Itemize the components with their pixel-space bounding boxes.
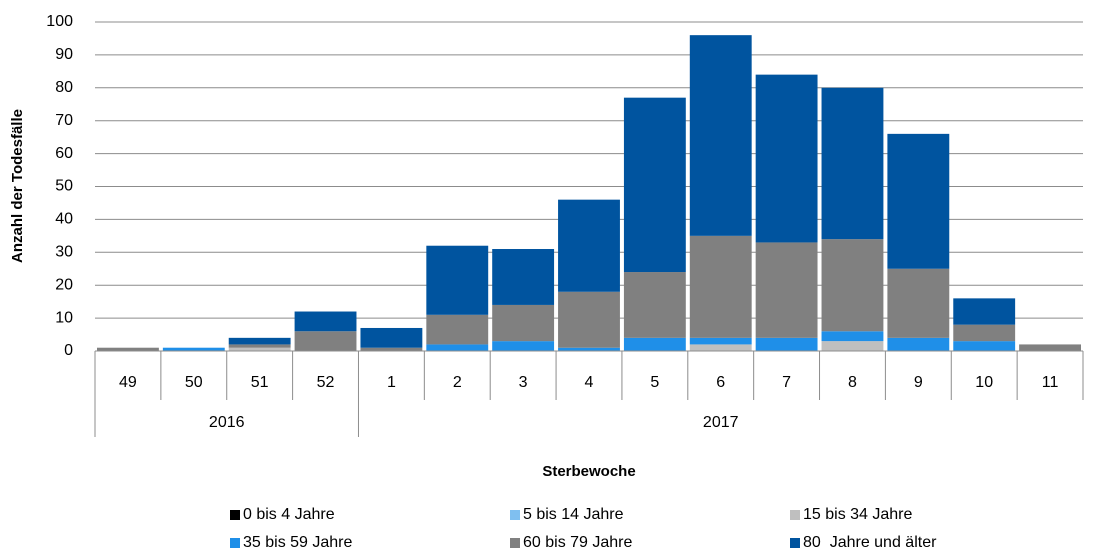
legend-label: 80 Jahre und älter [803,534,937,551]
bar-segment [558,291,620,348]
legend-swatch [790,538,800,548]
x-tick-label: 51 [251,374,269,391]
year-label: 2017 [703,414,739,431]
legend-swatch [510,538,520,548]
y-tick-label: 0 [64,342,73,359]
x-tick-label: 52 [317,374,335,391]
bar-segment [492,304,555,342]
bar-segment [821,87,884,240]
bar-segment [689,344,752,351]
bar-segment [887,133,950,269]
y-tick-label: 50 [55,178,73,195]
bar-segment [887,268,950,338]
x-tick-label: 7 [782,374,791,391]
bar-segment [821,239,884,332]
legend-label: 60 bis 79 Jahre [523,534,633,551]
x-tick-label: 6 [716,374,725,391]
x-tick-label: 2 [453,374,462,391]
y-tick-label: 100 [46,13,73,30]
legend-label: 35 bis 59 Jahre [243,534,353,551]
bar-segment [97,347,159,351]
x-tick-label: 9 [914,374,923,391]
y-tick-label: 90 [55,46,73,63]
bar-segment [623,272,686,338]
bar-segment [294,311,357,332]
bar-segment [755,337,818,351]
bar-segment [492,249,555,305]
bar-segment [558,347,620,351]
bar-segment [360,347,423,351]
bar-segment [821,341,884,351]
bar-segment [294,331,357,351]
bar-segment [887,337,950,351]
bar-segment [492,341,555,351]
legend-label: 0 bis 4 Jahre [243,506,335,523]
bar-segment [755,74,818,243]
legend-label: 15 bis 34 Jahre [803,506,913,523]
x-tick-label: 49 [119,374,137,391]
bar-segment [953,341,1016,351]
bar-segment [426,314,489,345]
bar-segment [821,331,884,342]
bar-segment [558,199,620,292]
bar-segment [623,337,686,351]
x-axis-title: Sterbewoche [542,463,635,480]
bar-segment [689,35,752,236]
bar-segment [426,245,489,315]
x-tick-label: 11 [1042,374,1059,391]
y-tick-label: 70 [55,112,73,129]
bar-segment [162,347,225,351]
x-tick-label: 10 [975,374,993,391]
y-tick-label: 60 [55,145,73,162]
x-tick-label: 4 [585,374,594,391]
x-tick-label: 1 [387,374,396,391]
bar-segment [360,327,423,348]
legend-label: 5 bis 14 Jahre [523,506,624,523]
x-tick-label: 3 [519,374,528,391]
y-axis-title: Anzahl der Todesfälle [9,109,26,263]
legend-swatch [790,510,800,520]
y-tick-label: 40 [55,211,73,228]
legend-swatch [230,510,240,520]
bar-segment [953,298,1016,325]
bar-segment [228,347,291,351]
y-tick-label: 20 [55,276,73,293]
bar-segment [426,344,489,351]
bar-segment [228,344,291,348]
y-tick-label: 30 [55,244,73,261]
bar-segment [623,97,686,273]
bar-segment [228,337,291,345]
bar-segment [953,324,1016,342]
bar-segment [689,235,752,338]
legend-swatch [510,510,520,520]
x-tick-label: 8 [848,374,857,391]
bar-segment [755,242,818,338]
year-label: 2016 [209,414,245,431]
bar-segment [689,337,752,345]
x-tick-label: 5 [650,374,659,391]
bar-segment [1019,344,1081,351]
y-tick-label: 10 [55,309,73,326]
legend-swatch [230,538,240,548]
x-tick-label: 50 [185,374,203,391]
y-tick-label: 80 [55,79,73,96]
